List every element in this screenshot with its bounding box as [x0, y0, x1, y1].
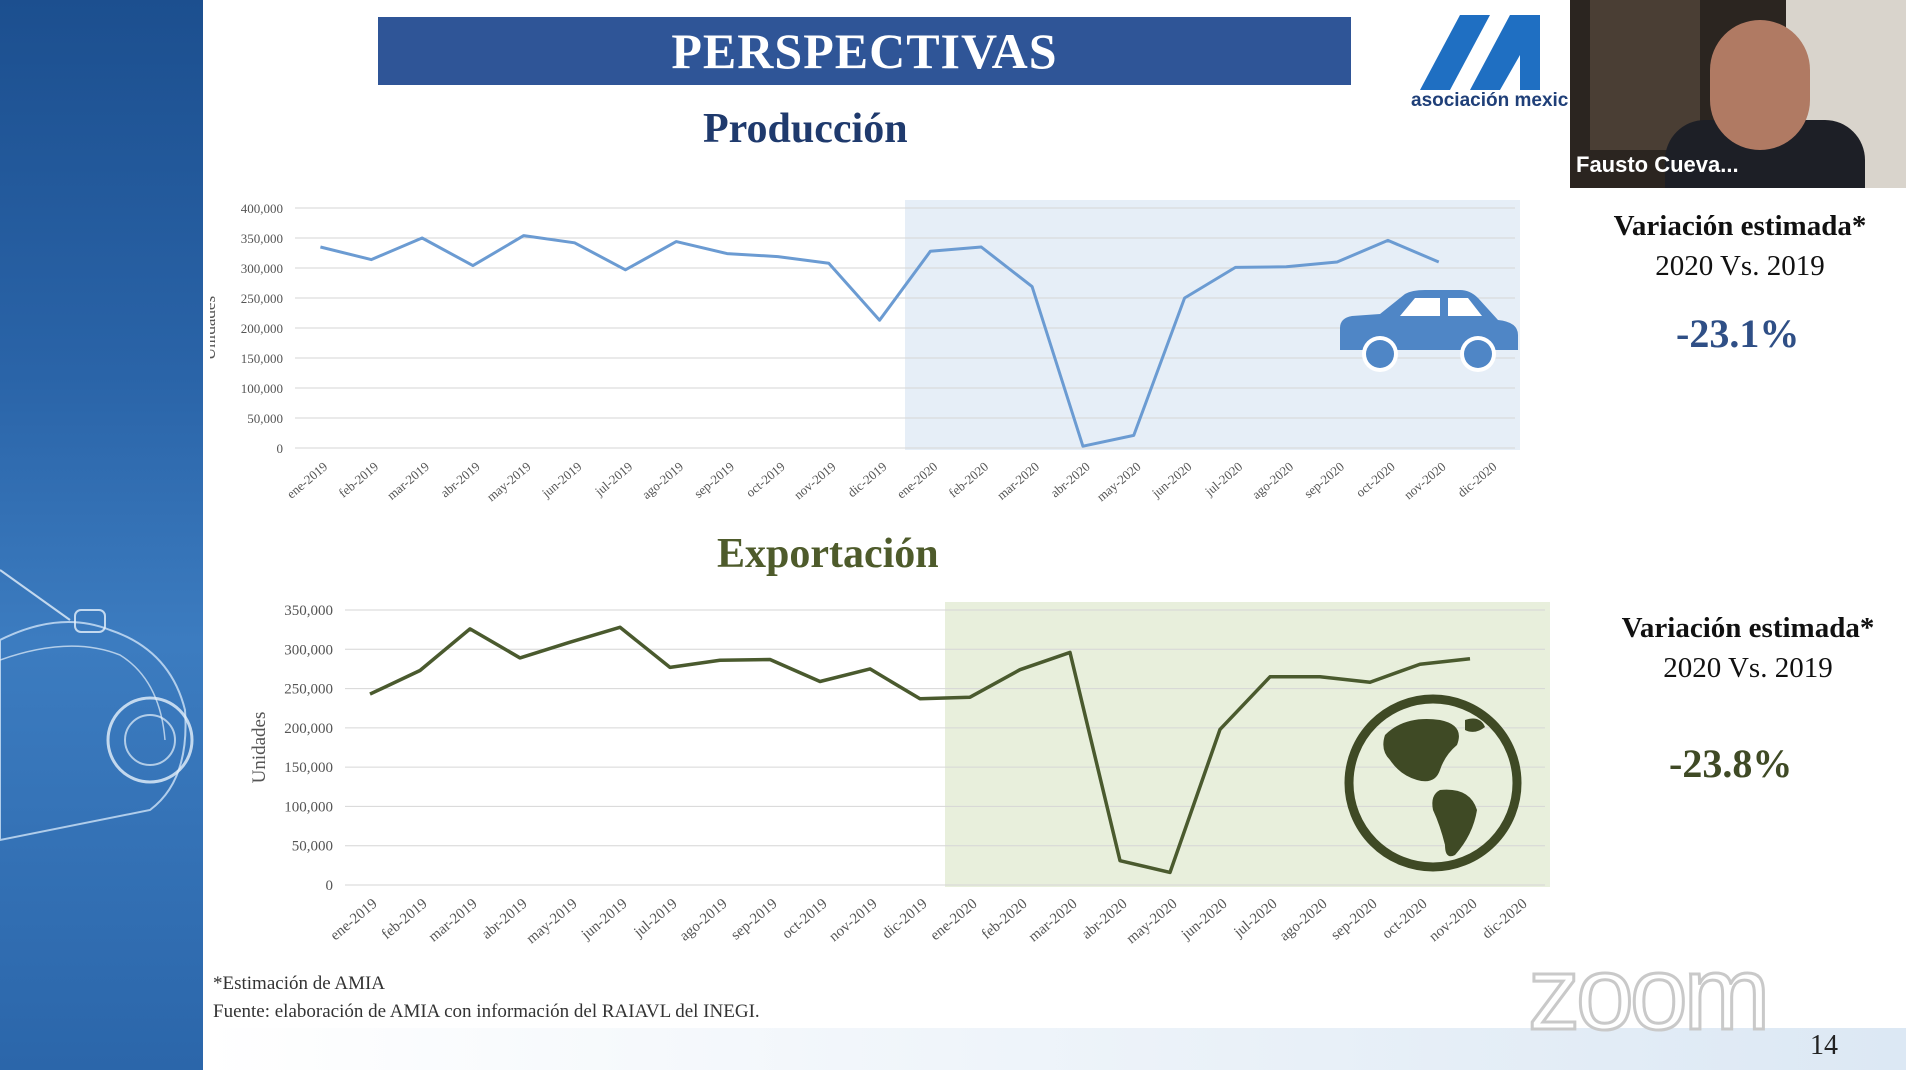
x-tick-label: dic-2019 [879, 896, 930, 943]
x-tick-label: nov-2020 [1401, 459, 1449, 503]
x-tick-label: feb-2019 [336, 459, 382, 501]
exportacion-variation: Variación estimada* 2020 Vs. 2019 [1578, 608, 1906, 688]
x-tick-label: feb-2019 [379, 896, 431, 943]
produccion-title: Producción [703, 106, 908, 152]
x-tick-label: nov-2020 [1426, 896, 1480, 945]
y-tick-label: 150,000 [284, 760, 333, 776]
wireframe-car-icon [0, 569, 194, 842]
y-tick-label: 400,000 [241, 201, 283, 216]
y-tick-label: 250,000 [241, 291, 283, 306]
variation-years: 2020 Vs. 2019 [1655, 250, 1825, 282]
x-tick-label: jun-2019 [578, 896, 631, 944]
x-tick-label: mar-2019 [426, 896, 481, 946]
slide-title: PERSPECTIVAS [378, 17, 1351, 85]
produccion-variation: Variación estimada* 2020 Vs. 2019 [1570, 206, 1906, 286]
exportacion-chart: 0 50,000 100,000 150,000 200,000 250,000 300,0… [249, 602, 1550, 947]
y-tick-label: 150,000 [241, 351, 283, 366]
y-tick-label: 0 [326, 878, 334, 894]
x-tick-label: sep-2019 [728, 896, 780, 944]
x-tick-label: sep-2020 [1328, 896, 1380, 944]
wall-frames [1590, 0, 1700, 150]
footnote-estimation: *Estimación de AMIA [213, 973, 386, 994]
car-icon [1340, 290, 1518, 372]
x-tick-label: nov-2019 [826, 896, 880, 945]
x-tick-label: ago-2020 [1277, 896, 1331, 945]
footnote-source: Fuente: elaboración de AMIA con informac… [213, 1001, 760, 1022]
y-tick-label: 50,000 [247, 411, 283, 426]
x-tick-label: oct-2019 [743, 459, 788, 500]
x-tick-label: dic-2020 [1454, 459, 1499, 500]
produccion-variation-value: -23.1% [1676, 311, 1800, 356]
page-number: 14 [1810, 1030, 1838, 1061]
logo-text: asociación mexic [1411, 90, 1569, 111]
x-tick-label: sep-2019 [691, 459, 737, 501]
x-tick-label: oct-2020 [1379, 896, 1430, 943]
x-tick-label: feb-2020 [979, 896, 1031, 943]
y-tick-label: 300,000 [284, 642, 333, 658]
amia-logo [1420, 15, 1540, 90]
x-tick-label: ago-2019 [639, 459, 686, 502]
y-tick-label: 200,000 [241, 321, 283, 336]
x-tick-label: mar-2020 [994, 459, 1042, 503]
x-tick-label: oct-2020 [1353, 459, 1398, 500]
globe-icon [1344, 694, 1522, 872]
x-tick-label: abr-2020 [1047, 459, 1092, 500]
x-tick-label: ene-2019 [328, 896, 381, 944]
x-tick-label: may-2019 [524, 896, 581, 947]
x-tick-label: jun-2019 [538, 459, 584, 501]
participant-name: Fausto Cueva... [1576, 152, 1739, 177]
variation-label: Variación estimada* [1621, 612, 1875, 644]
y-tick-label: 350,000 [241, 231, 283, 246]
x-tick-label: oct-2019 [779, 896, 830, 943]
left-decorative-panel [0, 0, 203, 1070]
x-tick-label: ene-2020 [928, 896, 981, 944]
x-tick-label: mar-2020 [1026, 896, 1081, 946]
y-tick-label: 250,000 [284, 682, 333, 698]
footnote: *Estimación de AMIA Fuente: elaboración … [213, 970, 760, 1026]
y-tick-label: 100,000 [284, 799, 333, 815]
produccion-chart: 0 50,000 100,000 150,000 200,000 250,000 300,0… [210, 200, 1520, 504]
x-tick-label: abr-2020 [1079, 896, 1131, 943]
x-tick-label: jul-2020 [1201, 459, 1245, 499]
variation-years: 2020 Vs. 2019 [1663, 652, 1833, 684]
exportacion-variation-value: -23.8% [1669, 741, 1793, 786]
y-tick-label: 350,000 [284, 603, 333, 619]
x-tick-label: may-2020 [1124, 896, 1181, 947]
variation-label: Variación estimada* [1613, 210, 1867, 242]
y-tick-label: 0 [277, 441, 284, 456]
x-tick-label: may-2019 [484, 459, 534, 504]
x-tick-label: dic-2019 [844, 459, 889, 500]
participant-head [1710, 20, 1810, 150]
x-tick-label: dic-2020 [1479, 896, 1530, 943]
y-tick-label: 50,000 [292, 839, 333, 855]
x-tick-label: may-2020 [1094, 459, 1144, 504]
exportacion-title: Exportación [717, 531, 939, 577]
x-tick-label: ene-2019 [284, 459, 331, 502]
y-tick-label: 300,000 [241, 261, 283, 276]
y-axis-label: Unidades [249, 712, 270, 784]
y-axis-label: Unidades [210, 296, 219, 360]
x-tick-label: ago-2019 [677, 896, 731, 945]
x-tick-label: jun-2020 [1178, 896, 1231, 944]
participant-video-tile[interactable]: Fausto Cueva... [1570, 0, 1906, 188]
x-tick-label: ene-2020 [894, 459, 941, 502]
x-tick-label: ago-2020 [1249, 459, 1296, 502]
x-tick-label: jul-2019 [591, 459, 635, 499]
zoom-watermark: zoom [1526, 935, 1771, 1054]
x-tick-label: jul-2019 [631, 896, 681, 942]
x-tick-label: jun-2020 [1148, 459, 1194, 501]
y-tick-label: 100,000 [241, 381, 283, 396]
x-tick-label: abr-2019 [479, 896, 531, 943]
x-tick-label: nov-2019 [791, 459, 839, 503]
x-tick-label: jul-2020 [1231, 896, 1281, 942]
x-tick-label: sep-2020 [1301, 459, 1347, 501]
x-tick-label: feb-2020 [946, 459, 992, 501]
x-tick-label: abr-2019 [437, 459, 482, 500]
x-tick-label: mar-2019 [384, 459, 432, 503]
slide-footer-band [203, 1028, 1906, 1070]
y-tick-label: 200,000 [284, 721, 333, 737]
